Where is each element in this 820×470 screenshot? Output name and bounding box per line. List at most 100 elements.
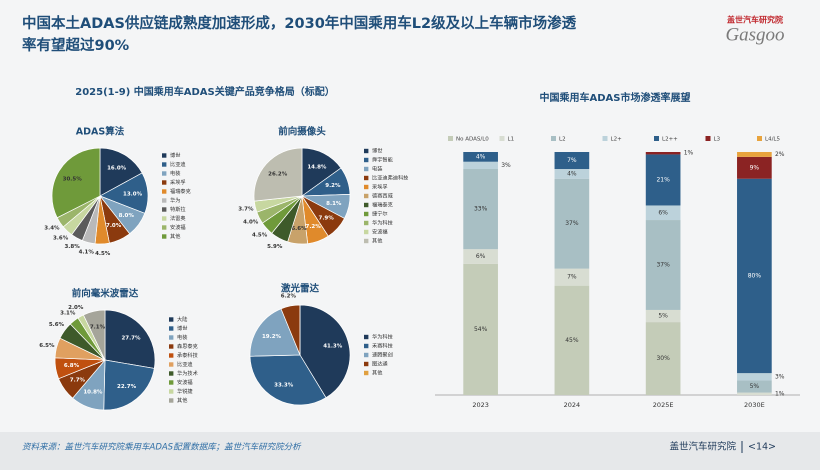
- data-label: 6.2%: [281, 294, 297, 300]
- legend-label: 捷宁尔: [372, 210, 388, 218]
- legend-label: 华为科技: [372, 219, 393, 227]
- bar-segment: [645, 154, 681, 206]
- data-label: 3%: [501, 162, 511, 169]
- legend-label: L2++: [662, 137, 678, 143]
- legend-label: 华为科技: [372, 333, 393, 341]
- data-label: 54%: [474, 326, 488, 333]
- data-label: 8.1%: [326, 201, 342, 207]
- data-label: 3.8%: [64, 244, 80, 250]
- source: 资料来源：盖世汽车研究院乘用车ADAS配置数据库；盖世汽车研究院分析: [22, 442, 302, 453]
- data-label: 5.6%: [49, 322, 65, 328]
- legend-swatch: [169, 362, 174, 367]
- legend-label: 华锐捷: [177, 387, 193, 395]
- pie-slice: [249, 354, 327, 406]
- legend-label: 其他: [372, 237, 382, 245]
- legend-label: 速腾聚创: [372, 351, 393, 359]
- legend-swatch: [364, 148, 369, 154]
- legend-swatch: [364, 220, 369, 226]
- data-label: 4%: [476, 153, 486, 160]
- data-label: 19.2%: [262, 334, 282, 340]
- legend-swatch: [364, 352, 369, 358]
- legend-swatch: [364, 370, 369, 376]
- data-label: 5%: [658, 313, 668, 320]
- data-label: 7%: [567, 274, 577, 281]
- pie-slice: [299, 304, 351, 399]
- data-label: 6.6%: [291, 226, 307, 232]
- legend-label: 法雷奥: [170, 214, 186, 222]
- data-label: 14.8%: [307, 164, 327, 170]
- data-label: 33%: [474, 206, 488, 213]
- legend-label: 采埃孚: [372, 183, 388, 191]
- data-label: 6.5%: [39, 343, 55, 349]
- legend-swatch: [169, 380, 174, 385]
- legend-swatch: [169, 317, 174, 322]
- legend-swatch: [364, 229, 369, 235]
- legend-label: 电装: [177, 333, 187, 341]
- legend-label: 安波福: [170, 223, 186, 231]
- data-label: 22.7%: [117, 384, 137, 390]
- bar-segment: [463, 169, 498, 250]
- chart-title: 中国乘用车ADAS市场渗透率展望: [540, 91, 691, 104]
- data-label: 4.5%: [252, 233, 268, 239]
- data-label: 2.0%: [68, 305, 84, 311]
- bar-segment: [737, 178, 772, 374]
- legend-swatch: [169, 335, 174, 340]
- data-label: 3%: [775, 373, 785, 380]
- legend-label: L2: [559, 137, 566, 143]
- data-label: 7.7%: [70, 377, 86, 383]
- legend-label: 电装: [170, 169, 180, 177]
- legend-label: 大陆: [177, 315, 187, 323]
- pie-slice: [104, 309, 156, 369]
- bar-segment: [645, 309, 681, 323]
- bar-segment: [645, 205, 681, 221]
- x-tick-label: 2024: [564, 401, 581, 409]
- data-label: 80%: [748, 272, 762, 279]
- data-label: 2%: [775, 151, 785, 158]
- legend-swatch: [162, 225, 167, 230]
- data-label: 5.9%: [267, 244, 283, 250]
- data-label: 41.3%: [323, 343, 343, 349]
- legend-label: 特斯拉: [170, 205, 186, 213]
- data-label: 1%: [684, 150, 694, 157]
- legend-swatch: [499, 136, 505, 141]
- bar-segment: [463, 152, 498, 162]
- legend-label: 华为: [170, 196, 180, 204]
- legend-label: L1: [508, 137, 515, 143]
- legend-label: 安波福: [372, 228, 388, 236]
- data-label: 33.3%: [274, 382, 294, 388]
- data-label: 3.6%: [53, 236, 69, 242]
- bar-segment: [463, 161, 498, 170]
- legend-label: 舜宇智能: [372, 156, 393, 164]
- data-label: 4.1%: [79, 249, 95, 255]
- legend-label: 其他: [170, 232, 180, 240]
- legend-swatch: [448, 136, 453, 141]
- legend-label: 其他: [177, 396, 187, 404]
- legend-swatch: [162, 171, 167, 176]
- legend-swatch: [162, 180, 167, 185]
- data-label: 13.0%: [123, 191, 143, 197]
- data-label: 7.2%: [306, 224, 322, 230]
- legend-swatch: [757, 136, 762, 141]
- data-label: 6.8%: [64, 363, 80, 369]
- legend-label: 图达通: [372, 360, 388, 368]
- legend-label: L3: [714, 137, 721, 143]
- bar-segment: [737, 373, 772, 381]
- legend-label: 博世: [177, 324, 187, 332]
- legend-swatch: [162, 198, 167, 203]
- legend-swatch: [364, 343, 369, 349]
- legend-swatch: [654, 136, 659, 141]
- data-label: 7.1%: [90, 324, 106, 330]
- bar-segment: [554, 285, 590, 395]
- legend-label: 比亚迪: [177, 360, 193, 368]
- legend-swatch: [364, 157, 369, 163]
- pie-title: 激光雷达: [281, 283, 320, 295]
- data-label: 30%: [656, 355, 670, 362]
- legend-label: 承泰科技: [177, 351, 198, 359]
- data-label: 1%: [775, 390, 785, 397]
- bar-segment: [737, 152, 772, 157]
- data-label: 8.0%: [119, 213, 135, 219]
- legend-label: No ADAS/L0: [456, 137, 489, 143]
- bar-segment: [645, 220, 681, 310]
- data-label: 37%: [656, 261, 670, 268]
